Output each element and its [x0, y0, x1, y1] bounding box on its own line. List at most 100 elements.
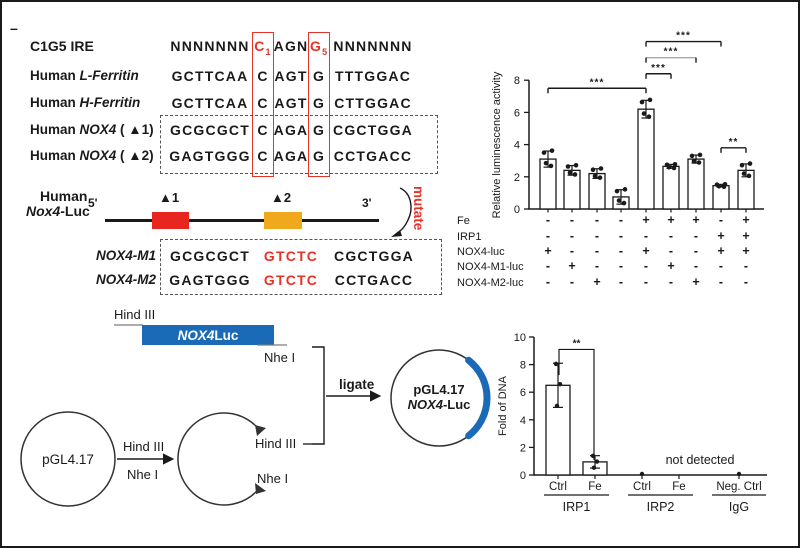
seq-left: GCTTCAA	[171, 95, 249, 111]
seq-row-l-ferritin: Human L-Ferritin GCTTCAA C AGT G TTTGGAC	[30, 65, 418, 87]
data-point	[739, 162, 745, 168]
seq-mid: AGA	[273, 122, 309, 138]
mutant-right: CCTGACC	[334, 272, 414, 288]
seq-row-nox4-1: Human NOX4 ( ▲1) GCGCGCT C AGA G CGCTGGA	[30, 119, 418, 141]
condition-sign: -	[546, 229, 550, 243]
data-point	[549, 148, 555, 153]
y-tick-label: 4	[520, 415, 526, 427]
condition-row-label: IRP1	[457, 231, 481, 243]
y-axis-title: Relative luminescence activity	[491, 71, 503, 218]
five-prime-label: 5'	[88, 196, 98, 210]
seq-row-nox4-2: Human NOX4 ( ▲2) GAGTGGG C AGA G CCTGACC	[30, 145, 418, 167]
mutant-label: NOX4-M2	[95, 272, 156, 287]
sig-stars: ***	[651, 63, 666, 74]
seq-c: C	[257, 122, 269, 138]
data-point	[691, 158, 697, 164]
ire-g5: G5	[310, 38, 329, 57]
condition-sign: -	[619, 244, 623, 258]
y-tick-label: 8	[520, 360, 526, 372]
data-point	[747, 161, 753, 166]
seq-c: C	[257, 95, 269, 111]
insert-name: NOX4Luc	[178, 328, 239, 343]
condition-sign: +	[717, 244, 724, 258]
seq-right: TTTGGAC	[334, 68, 412, 84]
data-point	[622, 187, 628, 192]
seq-mid: AGT	[274, 68, 308, 84]
condition-sign: -	[644, 275, 648, 289]
vector-circle	[20, 411, 116, 507]
bar	[637, 108, 655, 210]
group-label: IgG	[729, 500, 749, 514]
condition-sign: +	[642, 244, 649, 258]
mutate-arrow-curve	[395, 187, 412, 235]
ire-mid: AGN	[273, 38, 309, 54]
digest-nhe1-label: Nhe I	[127, 467, 158, 482]
bar	[662, 165, 680, 210]
y-tick-label: 10	[514, 332, 526, 344]
data-point	[646, 114, 652, 120]
seq-mid: AGA	[273, 148, 309, 164]
condition-sign: -	[744, 259, 748, 273]
data-point	[594, 459, 600, 464]
ligate-label: ligate	[339, 377, 375, 392]
data-point	[616, 198, 622, 203]
seq-label: Human NOX4 ( ▲1)	[30, 122, 154, 137]
data-point	[572, 172, 578, 177]
vector-name: pGL4.17	[42, 452, 94, 467]
sig-stars: **	[573, 338, 581, 349]
mutant-label: NOX4-M1	[95, 248, 156, 263]
data-point	[590, 167, 596, 173]
condition-sign: -	[694, 259, 698, 273]
zero-data-point	[736, 471, 742, 477]
grouping-bracket	[312, 346, 325, 445]
y-tick-label: 2	[520, 442, 526, 454]
condition-sign: +	[568, 259, 575, 273]
condition-sign: -	[619, 213, 623, 227]
data-point	[696, 160, 702, 165]
not-detected-annotation: not detected	[666, 453, 735, 467]
condition-sign: -	[595, 213, 599, 227]
cut-vector-arc	[177, 412, 261, 506]
condition-sign: +	[742, 213, 749, 227]
result-name-line1: pGL4.17	[413, 382, 464, 397]
data-point	[554, 403, 560, 409]
data-point	[573, 162, 579, 168]
ire-right-n: NNNNNNN	[333, 38, 413, 54]
seq-g: G	[312, 148, 326, 164]
g5-highlight-box	[308, 32, 330, 177]
result-insert-arc	[465, 356, 491, 440]
sig-stars: ***	[664, 47, 679, 58]
x-category-label: Ctrl	[549, 481, 567, 493]
condition-sign: -	[570, 229, 574, 243]
condition-sign: -	[619, 275, 623, 289]
seq-right: CCTGACC	[333, 148, 413, 164]
data-point	[614, 188, 620, 194]
condition-sign: +	[717, 229, 724, 243]
bar	[687, 158, 705, 210]
ire-left-n: NNNNNNN	[170, 38, 250, 54]
bar	[563, 169, 581, 210]
condition-sign: -	[694, 229, 698, 243]
condition-sign: -	[546, 259, 550, 273]
condition-sign: +	[692, 275, 699, 289]
seq-label: Human NOX4 ( ▲2)	[30, 148, 154, 163]
data-point	[641, 111, 647, 116]
c1-highlight-box	[252, 32, 274, 177]
sig-stars: **	[729, 137, 739, 148]
condition-row-label: Fe	[457, 215, 470, 227]
x-category-label: Fe	[588, 481, 601, 493]
seq-g: G	[312, 122, 326, 138]
condition-sign: -	[719, 275, 723, 289]
chip-bar-chart: 0 2 4 6 8 10 Fold of DNA ** not detected Ctrl Fe Ct…	[497, 332, 767, 514]
data-point	[591, 465, 597, 470]
digest-hind3-label: Hind III	[123, 439, 164, 454]
y-tick-label: 6	[514, 107, 520, 119]
condition-sign: -	[595, 259, 599, 273]
sig-bracket	[558, 348, 595, 460]
group-label: IRP2	[647, 500, 675, 514]
site1-label: ▲1	[159, 190, 180, 205]
data-point	[621, 200, 627, 206]
mutate-arrowhead	[391, 230, 402, 237]
condition-sign: -	[595, 244, 599, 258]
condition-sign: -	[669, 229, 673, 243]
